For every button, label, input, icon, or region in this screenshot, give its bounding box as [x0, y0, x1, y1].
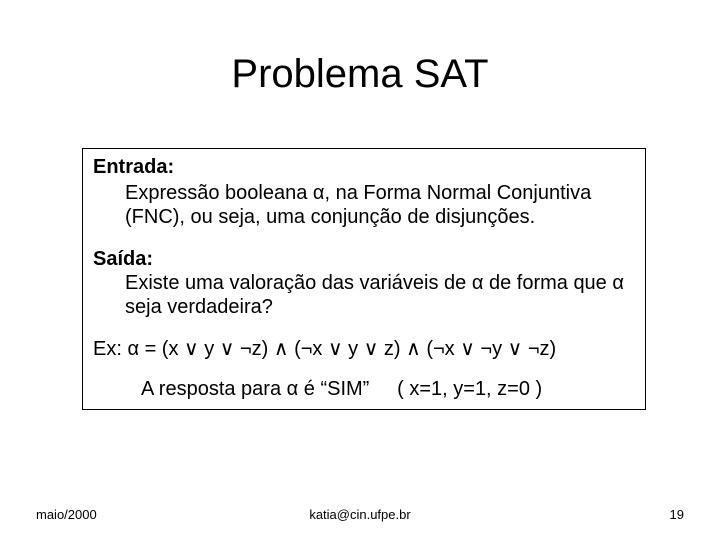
slide: Problema SAT Entrada: Expressão booleana… — [0, 0, 720, 540]
footer-page-number: 19 — [670, 507, 684, 522]
entrada-text: Expressão booleana α, na Forma Normal Co… — [93, 181, 635, 229]
saida-label: Saída: — [93, 248, 153, 270]
entrada-block: Entrada: Expressão booleana α, na Forma … — [93, 155, 635, 229]
answer-text-a: A resposta para α é “SIM” — [141, 378, 369, 400]
answer-text-b: ( x=1, y=1, z=0 ) — [397, 378, 542, 400]
footer-email: katia@cin.ufpe.br — [0, 507, 720, 522]
answer-line: A resposta para α é “SIM” ( x=1, y=1, z=… — [93, 377, 635, 401]
entrada-label: Entrada: — [93, 155, 635, 179]
saida-block: Saída: Existe uma valoração das variávei… — [93, 247, 635, 319]
saida-text: Existe uma valoração das variáveis de α … — [93, 271, 635, 319]
saida-label-line: Saída: — [93, 247, 635, 271]
slide-title: Problema SAT — [0, 52, 720, 97]
content-box: Entrada: Expressão booleana α, na Forma … — [82, 148, 646, 410]
example-line: Ex: α = (x ∨ y ∨ ¬z) ∧ (¬x ∨ y ∨ z) ∧ (¬… — [93, 337, 635, 361]
